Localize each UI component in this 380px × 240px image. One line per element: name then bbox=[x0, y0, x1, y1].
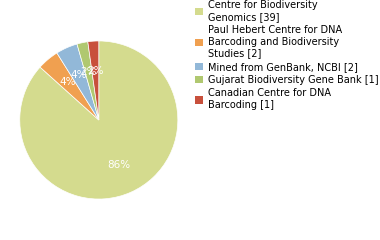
Text: 2%: 2% bbox=[80, 67, 97, 77]
Wedge shape bbox=[88, 41, 99, 120]
Legend: Centre for Biodiversity
Genomics [39], Paul Hebert Centre for DNA
Barcoding and : Centre for Biodiversity Genomics [39], P… bbox=[195, 0, 378, 110]
Wedge shape bbox=[77, 42, 99, 120]
Text: 2%: 2% bbox=[87, 66, 104, 76]
Wedge shape bbox=[57, 44, 99, 120]
Text: 4%: 4% bbox=[59, 78, 76, 87]
Text: 86%: 86% bbox=[107, 160, 130, 170]
Wedge shape bbox=[40, 53, 99, 120]
Wedge shape bbox=[20, 41, 178, 199]
Text: 4%: 4% bbox=[71, 70, 87, 80]
